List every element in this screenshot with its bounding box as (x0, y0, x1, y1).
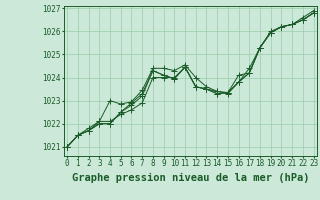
X-axis label: Graphe pression niveau de la mer (hPa): Graphe pression niveau de la mer (hPa) (72, 173, 309, 183)
